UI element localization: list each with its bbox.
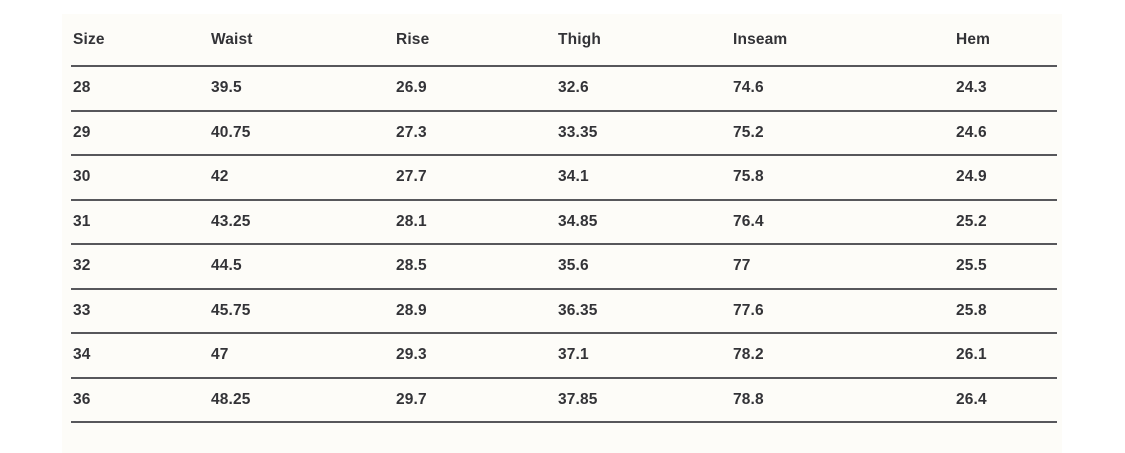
table-row-size-30: 30 42 27.7 34.1 75.8 24.9 [71, 155, 1057, 201]
cell-inseam: 78.8 [731, 377, 954, 423]
cell-rise: 28.9 [394, 288, 556, 334]
table-row-size-34: 34 47 29.3 37.1 78.2 26.1 [71, 333, 1057, 379]
cell-inseam: 75.8 [731, 155, 954, 201]
table-header: Size Waist Rise Thigh Inseam Hem [71, 14, 1057, 67]
column-header-inseam: Inseam [731, 14, 954, 67]
column-header-rise: Rise [394, 14, 556, 67]
cell-hem: 25.8 [954, 288, 1057, 334]
cell-inseam: 78.2 [731, 333, 954, 379]
cell-waist: 39.5 [209, 66, 394, 112]
cell-size: 28 [71, 66, 209, 112]
cell-hem: 24.3 [954, 66, 1057, 112]
cell-size: 31 [71, 199, 209, 245]
cell-hem: 25.5 [954, 244, 1057, 290]
cell-size: 33 [71, 288, 209, 334]
cell-hem: 25.2 [954, 199, 1057, 245]
cell-inseam: 77 [731, 244, 954, 290]
cell-inseam: 74.6 [731, 66, 954, 112]
cell-rise: 27.7 [394, 155, 556, 201]
cell-size: 34 [71, 333, 209, 379]
table-row-size-28: 28 39.5 26.9 32.6 74.6 24.3 [71, 66, 1057, 112]
cell-size: 36 [71, 377, 209, 423]
cell-waist: 42 [209, 155, 394, 201]
cell-rise: 29.3 [394, 333, 556, 379]
cell-rise: 26.9 [394, 66, 556, 112]
cell-size: 32 [71, 244, 209, 290]
table-row-size-29: 29 40.75 27.3 33.35 75.2 24.6 [71, 110, 1057, 156]
column-header-size: Size [71, 14, 209, 67]
cell-waist: 47 [209, 333, 394, 379]
cell-waist: 40.75 [209, 110, 394, 156]
cell-waist: 48.25 [209, 377, 394, 423]
cell-hem: 24.9 [954, 155, 1057, 201]
cell-rise: 28.5 [394, 244, 556, 290]
cell-thigh: 36.35 [556, 288, 731, 334]
cell-hem: 24.6 [954, 110, 1057, 156]
cell-rise: 29.7 [394, 377, 556, 423]
size-chart-card: Size Waist Rise Thigh Inseam Hem 28 39.5 26.9 32… [62, 14, 1062, 453]
size-chart-table: Size Waist Rise Thigh Inseam Hem 28 39.5 26.9 32… [71, 14, 1057, 423]
cell-inseam: 77.6 [731, 288, 954, 334]
table-row-size-32: 32 44.5 28.5 35.6 77 25.5 [71, 244, 1057, 290]
cell-rise: 27.3 [394, 110, 556, 156]
cell-waist: 45.75 [209, 288, 394, 334]
cell-thigh: 34.1 [556, 155, 731, 201]
column-header-hem: Hem [954, 14, 1057, 67]
table-body: 28 39.5 26.9 32.6 74.6 24.3 29 40.75 27.3 33.35 75… [71, 66, 1057, 423]
table-row-size-31: 31 43.25 28.1 34.85 76.4 25.2 [71, 199, 1057, 245]
cell-inseam: 75.2 [731, 110, 954, 156]
cell-inseam: 76.4 [731, 199, 954, 245]
cell-thigh: 37.1 [556, 333, 731, 379]
cell-thigh: 32.6 [556, 66, 731, 112]
table-header-row: Size Waist Rise Thigh Inseam Hem [71, 14, 1057, 67]
table-row-size-33: 33 45.75 28.9 36.35 77.6 25.8 [71, 288, 1057, 334]
cell-thigh: 35.6 [556, 244, 731, 290]
cell-waist: 43.25 [209, 199, 394, 245]
cell-thigh: 34.85 [556, 199, 731, 245]
table-row-size-36: 36 48.25 29.7 37.85 78.8 26.4 [71, 377, 1057, 423]
column-header-thigh: Thigh [556, 14, 731, 67]
cell-waist: 44.5 [209, 244, 394, 290]
cell-thigh: 33.35 [556, 110, 731, 156]
cell-rise: 28.1 [394, 199, 556, 245]
cell-size: 29 [71, 110, 209, 156]
cell-thigh: 37.85 [556, 377, 731, 423]
cell-hem: 26.1 [954, 333, 1057, 379]
cell-hem: 26.4 [954, 377, 1057, 423]
cell-size: 30 [71, 155, 209, 201]
column-header-waist: Waist [209, 14, 394, 67]
